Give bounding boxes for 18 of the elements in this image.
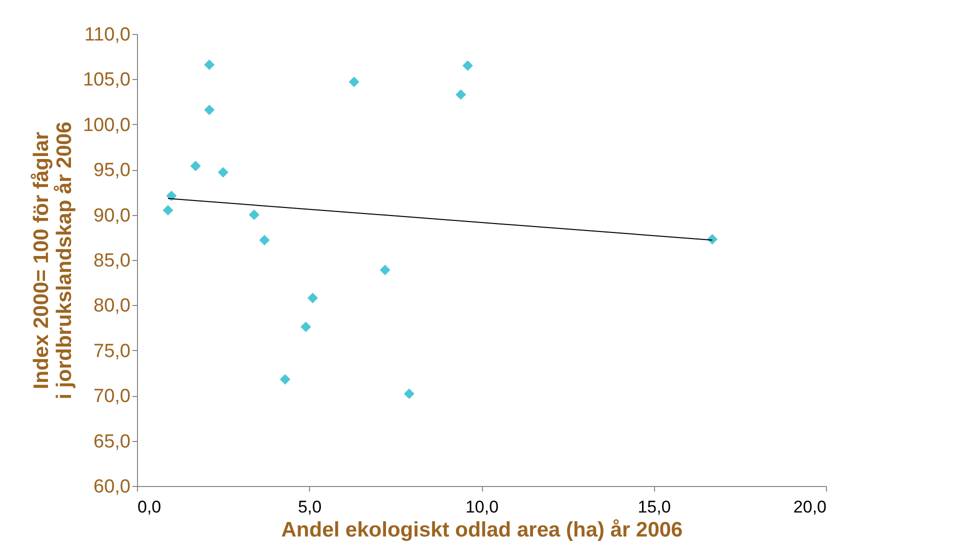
y-tick-label: 110,0	[84, 24, 130, 46]
x-tick-label: 0,0	[138, 498, 162, 516]
y-tick-label: 95,0	[94, 160, 130, 182]
y-axis-title: Index 2000= 100 för fåglar i jordbrukslandskap år 2006	[30, 122, 76, 400]
y-tick-label: 100,0	[82, 114, 130, 136]
x-tick-label: 15,0	[638, 498, 671, 516]
x-tick-label: 10,0	[465, 498, 499, 516]
y-tick-label: 70,0	[94, 386, 130, 408]
x-axis-title: Andel ekologiskt odlad area (ha) år 2006	[281, 518, 683, 542]
y-tick-label: 90,0	[94, 205, 130, 226]
y-tick-label: 65,0	[94, 431, 130, 452]
y-tick-label: 75,0	[94, 340, 130, 362]
x-tick-label: 5,0	[298, 498, 322, 516]
y-tick-label: 60,0	[94, 476, 130, 498]
x-tick-label: 20,0	[793, 498, 826, 516]
y-tick-label: 85,0	[94, 250, 130, 272]
y-tick-label: 105,0	[82, 70, 130, 91]
y-tick-label: 80,0	[94, 296, 130, 317]
